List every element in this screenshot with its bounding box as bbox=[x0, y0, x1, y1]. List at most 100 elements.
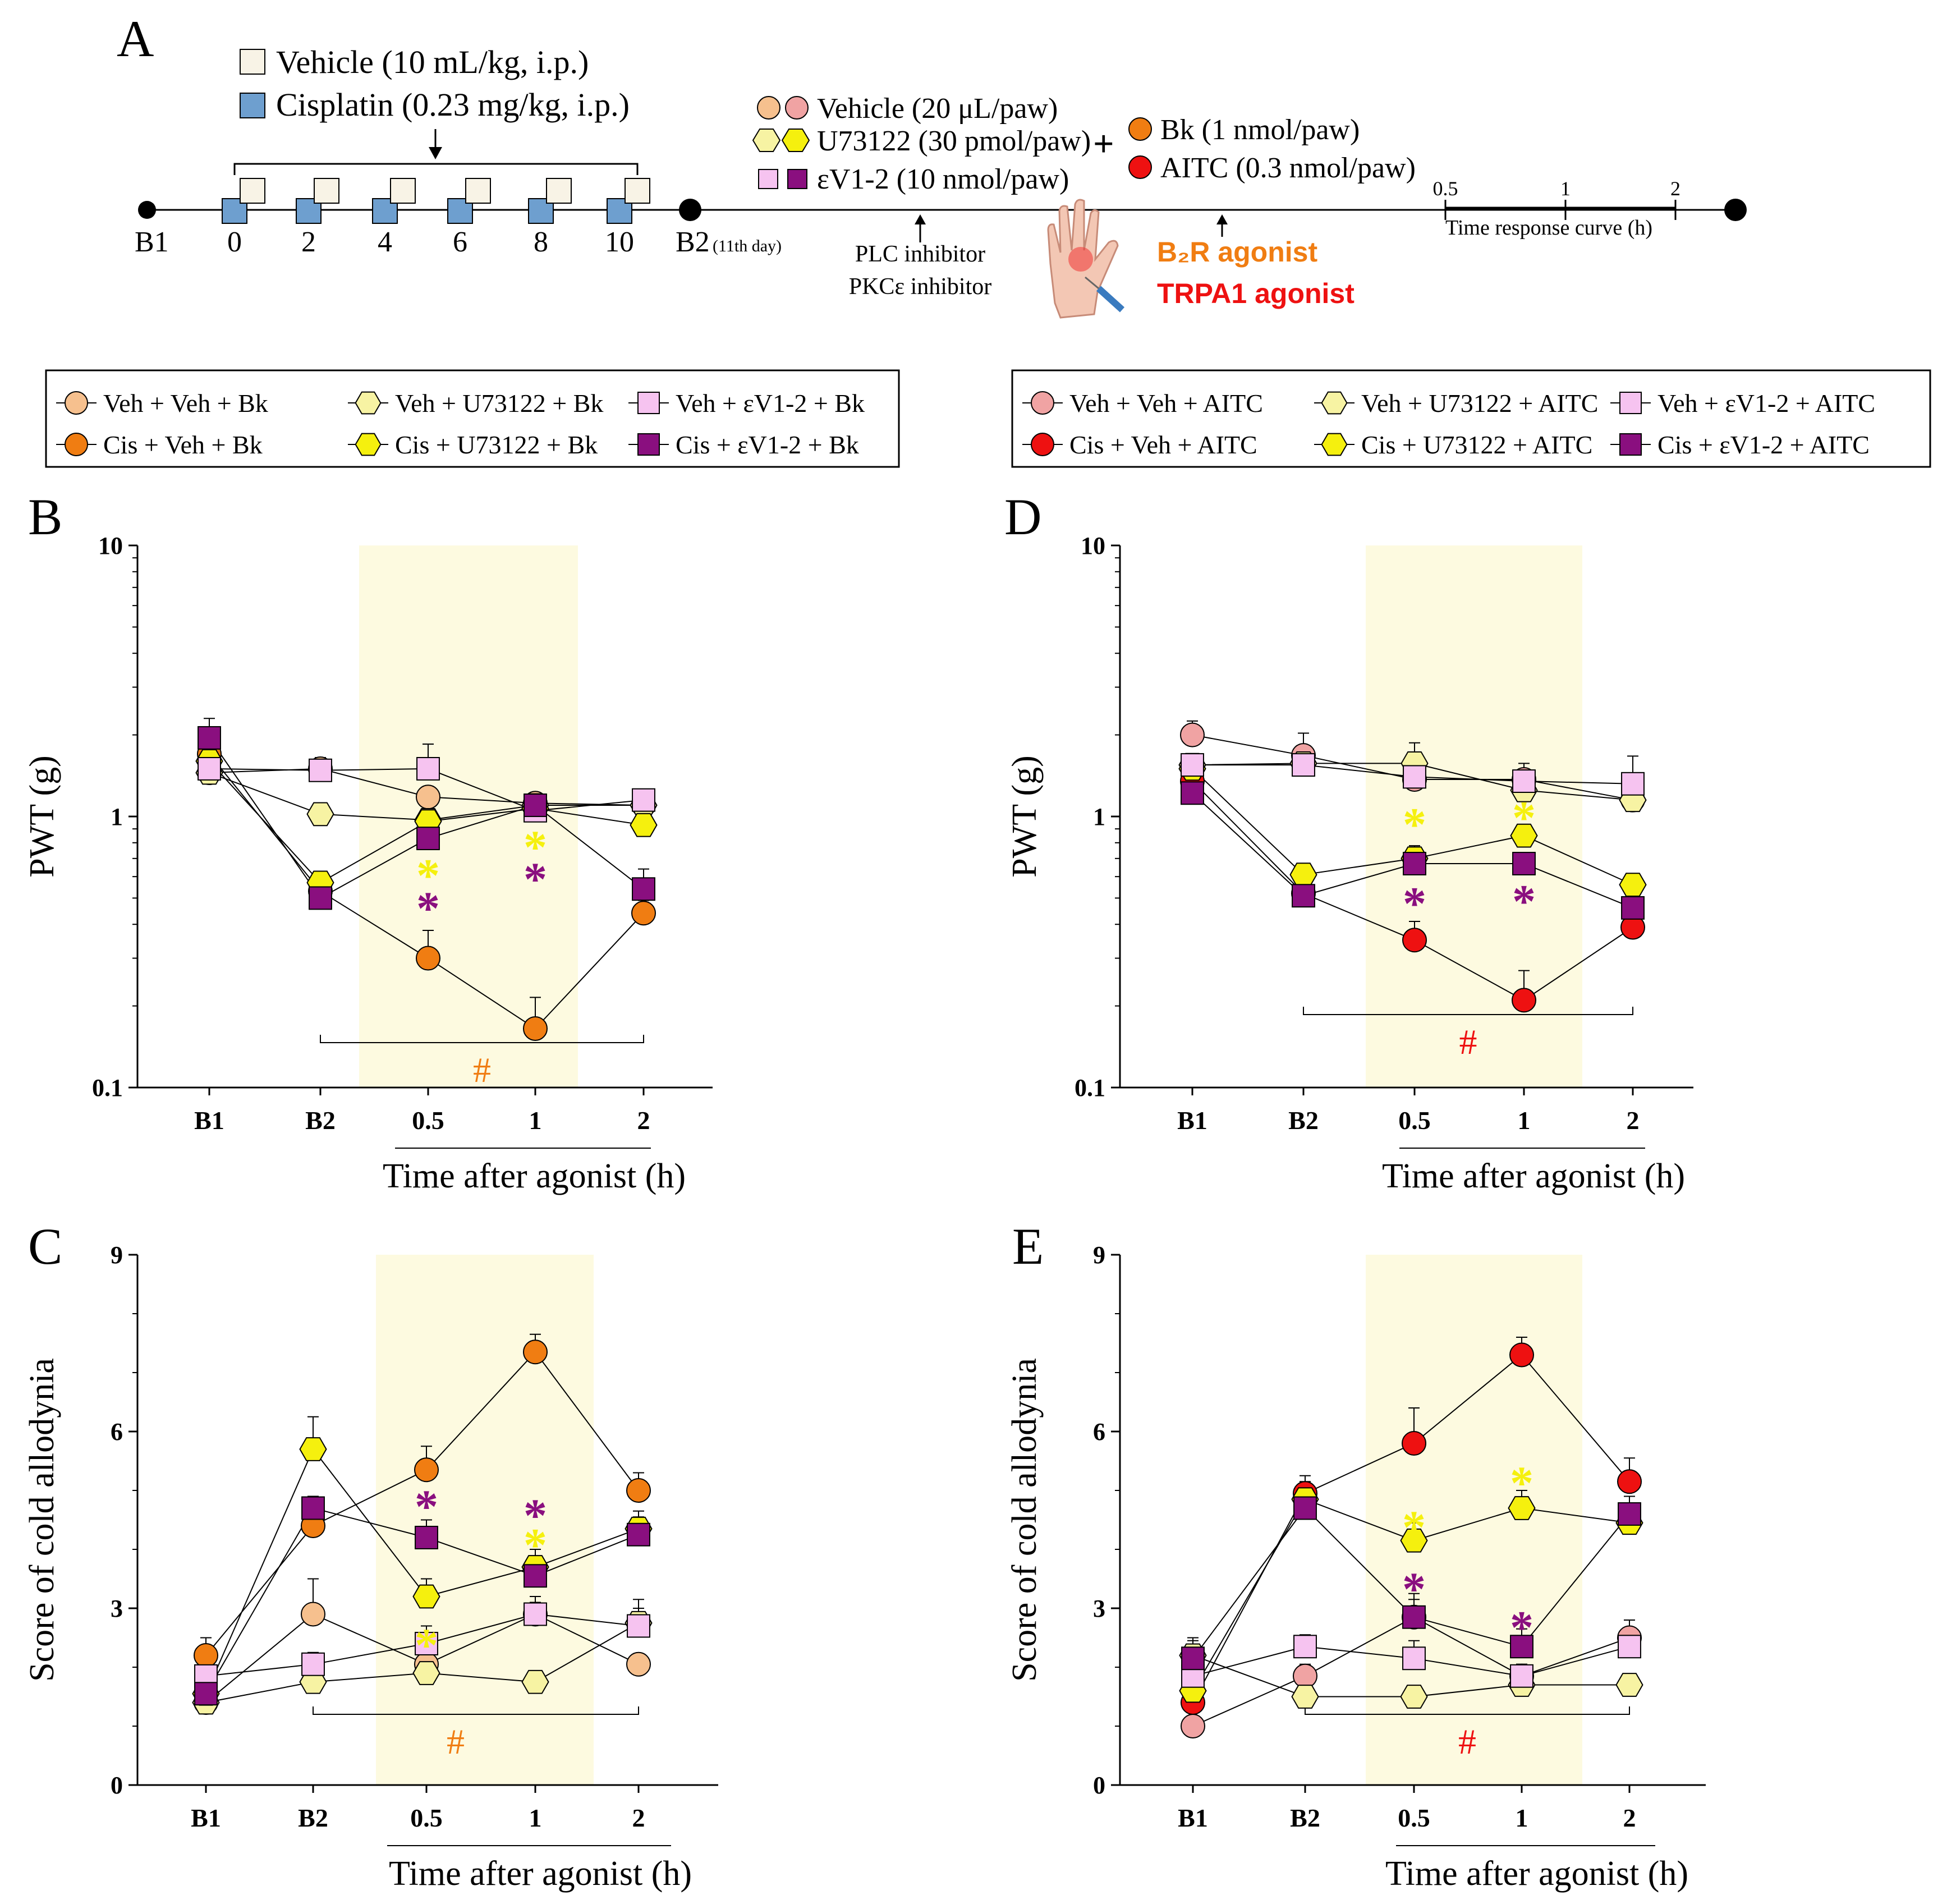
bk-paw-label: Bk (1 nmol/paw) bbox=[1160, 114, 1360, 146]
y-tick-label: 9 bbox=[111, 1241, 123, 1269]
inhibitor-arrowhead bbox=[915, 214, 926, 224]
y-tick-label: 10 bbox=[1081, 532, 1105, 559]
legend-bk-frame bbox=[45, 369, 900, 468]
protocol-timeline: A Vehicle (10 mL/kg, i.p.) Cisplatin (0.… bbox=[117, 10, 1747, 319]
needle-icon bbox=[1085, 276, 1099, 290]
legend-marker bbox=[65, 391, 88, 415]
data-point bbox=[414, 1457, 439, 1483]
data-point bbox=[415, 1526, 438, 1549]
injection-bracket bbox=[233, 163, 639, 175]
x-axis-label: Time after agonist (h) bbox=[1382, 1157, 1685, 1195]
x-axis-label: Time after agonist (h) bbox=[1385, 1855, 1688, 1893]
b1-dot bbox=[138, 201, 156, 219]
day-label: 0 bbox=[227, 226, 242, 258]
x-tick-label: B2 bbox=[305, 1106, 336, 1135]
data-point bbox=[412, 1661, 440, 1685]
y-tick-label: 3 bbox=[111, 1595, 123, 1622]
asterisk-significance-mark: * bbox=[524, 1519, 547, 1571]
legend-aitc: Veh + Veh + AITC Cis + Veh + AITC Veh + U7… bbox=[1011, 369, 1931, 468]
x-tick-label: B2 bbox=[1290, 1804, 1320, 1832]
data-point bbox=[416, 946, 440, 971]
x-tick-label: 1 bbox=[1518, 1106, 1531, 1135]
chart-b-pwt-bk: 0.1 1 10 B1 B2 0.5 1 2 Time after agonist (h) PWT… bbox=[23, 532, 713, 1195]
x-tick-label: 2 bbox=[1627, 1106, 1640, 1135]
timeline-b2-day: (11th day) bbox=[713, 237, 782, 255]
agonist-window-highlight bbox=[1366, 545, 1582, 1088]
chart-c-cold-bk: 0 3 6 9 B1 B2 0.5 1 2 Time after agonist (h) Score… bbox=[23, 1241, 718, 1893]
vehicle-day-box bbox=[240, 178, 265, 204]
legend-marker bbox=[355, 391, 382, 415]
data-point bbox=[627, 1614, 650, 1638]
syringe-icon bbox=[1096, 286, 1125, 313]
asterisk-significance-mark: * bbox=[524, 1489, 547, 1541]
data-point bbox=[523, 1016, 548, 1041]
data-point bbox=[1512, 769, 1536, 793]
panel-label-d: D bbox=[1004, 488, 1041, 545]
data-point bbox=[632, 788, 655, 812]
legend-entry: Veh + Veh + Bk bbox=[103, 389, 268, 417]
y-tick-label: 1 bbox=[1093, 803, 1105, 831]
data-point bbox=[198, 726, 221, 750]
legend-entry: Cis + U73122 + AITC bbox=[1361, 430, 1592, 459]
asterisk-significance-mark: * bbox=[1403, 878, 1426, 930]
data-point bbox=[1291, 1685, 1319, 1709]
asterisk-significance-mark: * bbox=[1403, 799, 1426, 851]
y-tick-label: 6 bbox=[111, 1418, 123, 1446]
data-point bbox=[1512, 988, 1536, 1013]
data-point bbox=[1617, 1469, 1642, 1494]
asterisk-significance-mark: * bbox=[524, 822, 547, 874]
b2-dot bbox=[679, 199, 701, 221]
data-point bbox=[524, 1602, 547, 1626]
x-tick-label: 0.5 bbox=[412, 1106, 444, 1135]
hash-significance-mark: # bbox=[447, 1722, 465, 1761]
data-point bbox=[1403, 765, 1426, 789]
day-label: 8 bbox=[534, 226, 548, 258]
asterisk-significance-mark: * bbox=[1512, 792, 1536, 844]
vehicle-day-box bbox=[546, 178, 572, 204]
hash-significance-mark: # bbox=[1459, 1022, 1477, 1062]
vehicle-ip-label: Vehicle (10 mL/kg, i.p.) bbox=[276, 44, 589, 80]
legend-marker bbox=[1031, 433, 1054, 456]
cisplatin-ip-label: Cisplatin (0.23 mg/kg, i.p.) bbox=[276, 86, 630, 123]
data-point bbox=[631, 901, 656, 926]
panel-label-b: B bbox=[28, 488, 62, 545]
x-tick-label: 1 bbox=[529, 1804, 542, 1832]
data-point bbox=[524, 793, 547, 817]
data-point bbox=[626, 1651, 651, 1677]
vehicle-paw-label: Vehicle (20 μL/paw) bbox=[817, 93, 1058, 125]
legend-entry: Veh + Veh + AITC bbox=[1069, 389, 1263, 417]
legend-marker bbox=[637, 433, 660, 456]
timeline-b1: B1 bbox=[135, 226, 169, 258]
asterisk-significance-mark: * bbox=[524, 854, 547, 906]
data-point bbox=[1400, 1685, 1428, 1709]
data-point bbox=[1293, 1635, 1317, 1659]
significance-bracket bbox=[320, 1035, 644, 1043]
data-point bbox=[1510, 1664, 1533, 1688]
x-tick-label: B2 bbox=[1288, 1106, 1319, 1135]
y-tick-label: 0 bbox=[1093, 1772, 1105, 1799]
vehicle-day-box bbox=[390, 178, 416, 204]
cisplatin-day-box bbox=[447, 198, 473, 224]
data-point bbox=[1181, 781, 1204, 805]
x-tick-label: 2 bbox=[637, 1106, 650, 1135]
legend-entry: Cis + Veh + AITC bbox=[1069, 430, 1257, 459]
x-tick-label: 1 bbox=[529, 1106, 542, 1135]
data-point bbox=[299, 1437, 327, 1461]
legend-entry: Cis + εV1-2 + AITC bbox=[1657, 430, 1870, 459]
legend-marker bbox=[1619, 433, 1642, 456]
x-axis-label: Time after agonist (h) bbox=[389, 1855, 692, 1893]
data-point bbox=[198, 756, 221, 781]
data-point bbox=[632, 877, 655, 901]
asterisk-significance-mark: * bbox=[1402, 1563, 1426, 1616]
trc-label-1: 1 bbox=[1560, 177, 1571, 200]
asterisk-significance-mark: * bbox=[1402, 1501, 1426, 1553]
x-tick-label: 0.5 bbox=[1398, 1804, 1430, 1832]
bracket-arrowhead bbox=[429, 147, 442, 159]
data-point bbox=[1181, 753, 1204, 777]
vehicle-day-box bbox=[625, 178, 650, 204]
data-point bbox=[194, 1682, 218, 1706]
u73122-paw-swatch-1 bbox=[752, 129, 781, 152]
x-tick-label: 2 bbox=[632, 1804, 645, 1832]
significance-bracket bbox=[1303, 1007, 1633, 1015]
